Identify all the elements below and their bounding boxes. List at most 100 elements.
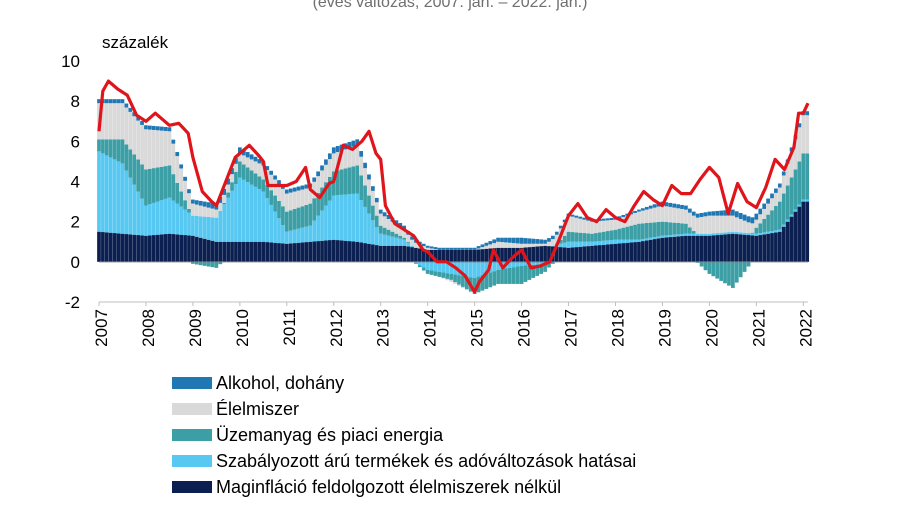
bar-segment xyxy=(523,265,528,282)
bar-segment xyxy=(374,202,379,216)
x-tick-label: 2020 xyxy=(702,309,721,347)
bar-segment xyxy=(660,235,665,238)
bar-segment xyxy=(202,206,207,217)
bar-segment xyxy=(511,267,516,284)
bar-segment xyxy=(519,261,524,266)
bar-segment xyxy=(504,242,508,248)
bar-segment xyxy=(754,235,759,262)
bar-segment xyxy=(496,269,500,284)
bar-segment xyxy=(754,227,759,234)
bar-segment xyxy=(711,215,716,234)
bar-segment xyxy=(699,261,704,267)
bar-segment xyxy=(433,249,438,262)
bar-segment xyxy=(554,231,559,235)
bar-segment xyxy=(507,247,512,262)
bar-segment xyxy=(711,233,716,236)
bar-segment xyxy=(554,234,559,244)
bar-segment xyxy=(245,157,250,168)
bar-segment xyxy=(124,103,129,108)
bar-segment xyxy=(785,219,790,222)
bar-segment xyxy=(484,245,489,249)
bar-segment xyxy=(805,199,810,202)
bar-segment xyxy=(711,211,716,216)
bar-segment xyxy=(656,206,661,223)
bar-segment xyxy=(132,116,137,155)
bar-segment xyxy=(719,232,723,235)
bar-segment xyxy=(218,261,223,265)
bar-segment xyxy=(472,249,477,262)
bar-segment xyxy=(261,191,266,242)
bar-segment xyxy=(300,185,305,190)
bar-segment xyxy=(234,163,238,172)
bar-segment xyxy=(425,261,430,270)
bar-segment xyxy=(148,125,152,130)
bar-segment xyxy=(570,216,575,233)
bar-segment xyxy=(155,130,160,168)
bar-segment xyxy=(562,235,567,243)
bar-segment xyxy=(797,204,802,207)
bar-segment xyxy=(112,159,117,234)
bar-segment xyxy=(163,130,168,167)
bar-segment xyxy=(378,233,383,246)
bar-segment xyxy=(101,103,105,140)
bar-segment xyxy=(664,202,669,207)
bar-segment xyxy=(742,220,747,233)
bar-segment xyxy=(770,233,774,262)
x-tick-label: 2013 xyxy=(374,309,393,347)
bar-segment xyxy=(273,211,277,243)
bar-segment xyxy=(484,261,489,274)
bar-segment xyxy=(652,222,657,238)
bar-segment xyxy=(159,200,164,235)
bar-segment xyxy=(331,239,336,262)
y-tick-label: 0 xyxy=(71,253,80,272)
bar-segment xyxy=(339,240,344,262)
bar-segment xyxy=(241,149,246,156)
bar-segment xyxy=(672,222,677,235)
bar-segment xyxy=(120,163,125,234)
bar-segment xyxy=(202,201,207,207)
bar-segment xyxy=(335,146,340,153)
bar-segment xyxy=(167,197,172,234)
bar-segment xyxy=(774,230,778,233)
bar-segment xyxy=(206,207,211,217)
bar-segment xyxy=(449,261,454,274)
bar-segment xyxy=(492,271,497,286)
bar-segment xyxy=(695,217,700,234)
bar-segment xyxy=(570,232,575,242)
bar-segment xyxy=(449,249,454,262)
bar-segment xyxy=(734,261,739,283)
bar-segment xyxy=(617,218,622,229)
bar-segment xyxy=(453,247,457,250)
bar-segment xyxy=(331,153,336,172)
bar-segment xyxy=(210,240,215,262)
bar-segment xyxy=(597,232,602,242)
bar-segment xyxy=(637,239,641,242)
bar-segment xyxy=(641,210,645,224)
bar-segment xyxy=(367,174,371,180)
bar-segment xyxy=(402,225,407,230)
bar-segment xyxy=(715,233,720,236)
bar-segment xyxy=(324,159,328,165)
bar-segment xyxy=(684,233,688,236)
bar-segment xyxy=(531,238,536,244)
bar-segment xyxy=(249,159,254,171)
bar-segment xyxy=(300,206,305,228)
bar-segment xyxy=(668,222,673,236)
bar-segment xyxy=(449,279,454,282)
bar-segment xyxy=(488,272,493,288)
bar-segment xyxy=(680,204,684,209)
bar-segment xyxy=(124,170,129,235)
bar-segment xyxy=(535,246,540,262)
bar-segment xyxy=(613,239,618,244)
bar-segment xyxy=(171,234,176,262)
bar-segment xyxy=(633,210,637,213)
bar-segment xyxy=(586,241,590,247)
bar-segment xyxy=(101,232,105,262)
bar-segment xyxy=(652,204,657,208)
bar-segment xyxy=(132,154,137,185)
bar-segment xyxy=(691,231,696,234)
bar-segment xyxy=(312,220,317,242)
bar-segment xyxy=(284,189,289,194)
x-tick-label: 2015 xyxy=(468,309,487,347)
bar-segment xyxy=(515,261,520,267)
